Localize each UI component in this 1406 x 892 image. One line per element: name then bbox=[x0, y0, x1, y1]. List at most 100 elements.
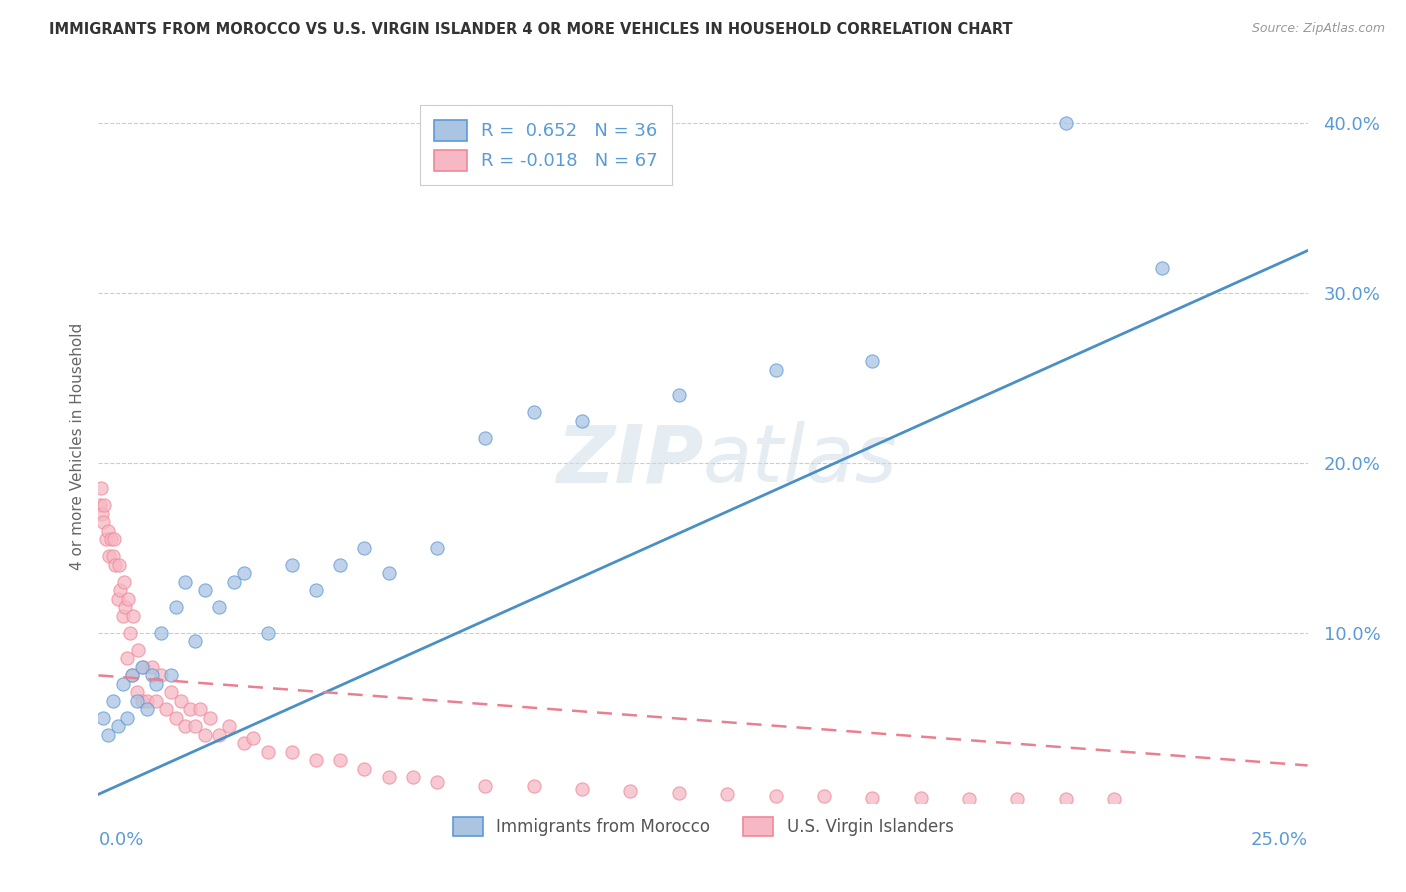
Point bbox=[169, 694, 191, 708]
Point bbox=[111, 608, 134, 623]
Point bbox=[89, 499, 111, 513]
Point bbox=[97, 524, 120, 538]
Point bbox=[111, 677, 134, 691]
Point bbox=[97, 728, 120, 742]
Y-axis label: 4 or more Vehicles in Household: 4 or more Vehicles in Household bbox=[69, 322, 84, 570]
Point bbox=[160, 685, 183, 699]
Point bbox=[114, 600, 136, 615]
Point bbox=[523, 405, 546, 419]
Point bbox=[377, 566, 399, 581]
Point bbox=[910, 790, 932, 805]
Point bbox=[150, 626, 173, 640]
Point bbox=[174, 719, 197, 733]
Point bbox=[160, 668, 183, 682]
Point bbox=[305, 753, 328, 767]
Text: 25.0%: 25.0% bbox=[1250, 831, 1308, 849]
Point bbox=[127, 694, 149, 708]
Point bbox=[256, 745, 278, 759]
Legend: Immigrants from Morocco, U.S. Virgin Islanders: Immigrants from Morocco, U.S. Virgin Isl… bbox=[444, 808, 962, 845]
Point bbox=[242, 731, 264, 746]
Point bbox=[402, 770, 425, 784]
Point bbox=[93, 499, 115, 513]
Point bbox=[145, 677, 167, 691]
Point bbox=[1152, 260, 1174, 275]
Point bbox=[135, 702, 157, 716]
Point bbox=[281, 558, 304, 572]
Point bbox=[188, 702, 211, 716]
Point bbox=[131, 660, 153, 674]
Point bbox=[117, 651, 139, 665]
Point bbox=[571, 782, 593, 797]
Point bbox=[218, 719, 240, 733]
Point bbox=[103, 533, 125, 547]
Point bbox=[117, 711, 139, 725]
Point bbox=[90, 482, 112, 496]
Point bbox=[860, 790, 883, 805]
Point bbox=[1102, 792, 1125, 806]
Point bbox=[101, 549, 124, 564]
Point bbox=[165, 711, 187, 725]
Text: atlas: atlas bbox=[703, 421, 898, 500]
Point bbox=[474, 779, 496, 793]
Point bbox=[104, 558, 127, 572]
Point bbox=[377, 770, 399, 784]
Text: IMMIGRANTS FROM MOROCCO VS U.S. VIRGIN ISLANDER 4 OR MORE VEHICLES IN HOUSEHOLD : IMMIGRANTS FROM MOROCCO VS U.S. VIRGIN I… bbox=[49, 22, 1012, 37]
Point bbox=[94, 533, 117, 547]
Point bbox=[474, 430, 496, 444]
Point bbox=[860, 354, 883, 368]
Point bbox=[155, 702, 177, 716]
Point bbox=[174, 574, 197, 589]
Point bbox=[194, 728, 217, 742]
Text: 0.0%: 0.0% bbox=[98, 831, 143, 849]
Point bbox=[1007, 792, 1029, 806]
Point bbox=[127, 685, 149, 699]
Point bbox=[329, 753, 352, 767]
Point bbox=[1054, 116, 1077, 130]
Point bbox=[98, 549, 121, 564]
Point bbox=[184, 719, 207, 733]
Point bbox=[232, 736, 254, 750]
Point bbox=[716, 787, 738, 801]
Point bbox=[523, 779, 546, 793]
Point bbox=[957, 792, 980, 806]
Point bbox=[222, 574, 245, 589]
Point bbox=[281, 745, 304, 759]
Point bbox=[208, 600, 231, 615]
Point bbox=[131, 694, 153, 708]
Point bbox=[765, 789, 787, 803]
Point bbox=[121, 668, 143, 682]
Point bbox=[117, 591, 139, 606]
Point bbox=[619, 784, 641, 798]
Point bbox=[107, 591, 129, 606]
Point bbox=[107, 558, 129, 572]
Point bbox=[305, 583, 328, 598]
Point bbox=[141, 668, 163, 682]
Point bbox=[100, 533, 122, 547]
Point bbox=[101, 694, 124, 708]
Point bbox=[135, 694, 157, 708]
Point bbox=[353, 541, 375, 555]
Point bbox=[1054, 792, 1077, 806]
Point bbox=[426, 775, 449, 789]
Point bbox=[150, 668, 173, 682]
Text: Source: ZipAtlas.com: Source: ZipAtlas.com bbox=[1251, 22, 1385, 36]
Point bbox=[813, 789, 835, 803]
Point bbox=[256, 626, 278, 640]
Point bbox=[184, 634, 207, 648]
Point bbox=[108, 583, 131, 598]
Point bbox=[118, 626, 141, 640]
Point bbox=[426, 541, 449, 555]
Point bbox=[91, 507, 114, 521]
Text: ZIP: ZIP bbox=[555, 421, 703, 500]
Point bbox=[112, 574, 135, 589]
Point bbox=[165, 600, 187, 615]
Point bbox=[353, 762, 375, 776]
Point bbox=[198, 711, 221, 725]
Point bbox=[122, 608, 145, 623]
Point bbox=[145, 694, 167, 708]
Point bbox=[107, 719, 129, 733]
Point bbox=[127, 643, 149, 657]
Point bbox=[91, 711, 114, 725]
Point bbox=[194, 583, 217, 598]
Point bbox=[179, 702, 201, 716]
